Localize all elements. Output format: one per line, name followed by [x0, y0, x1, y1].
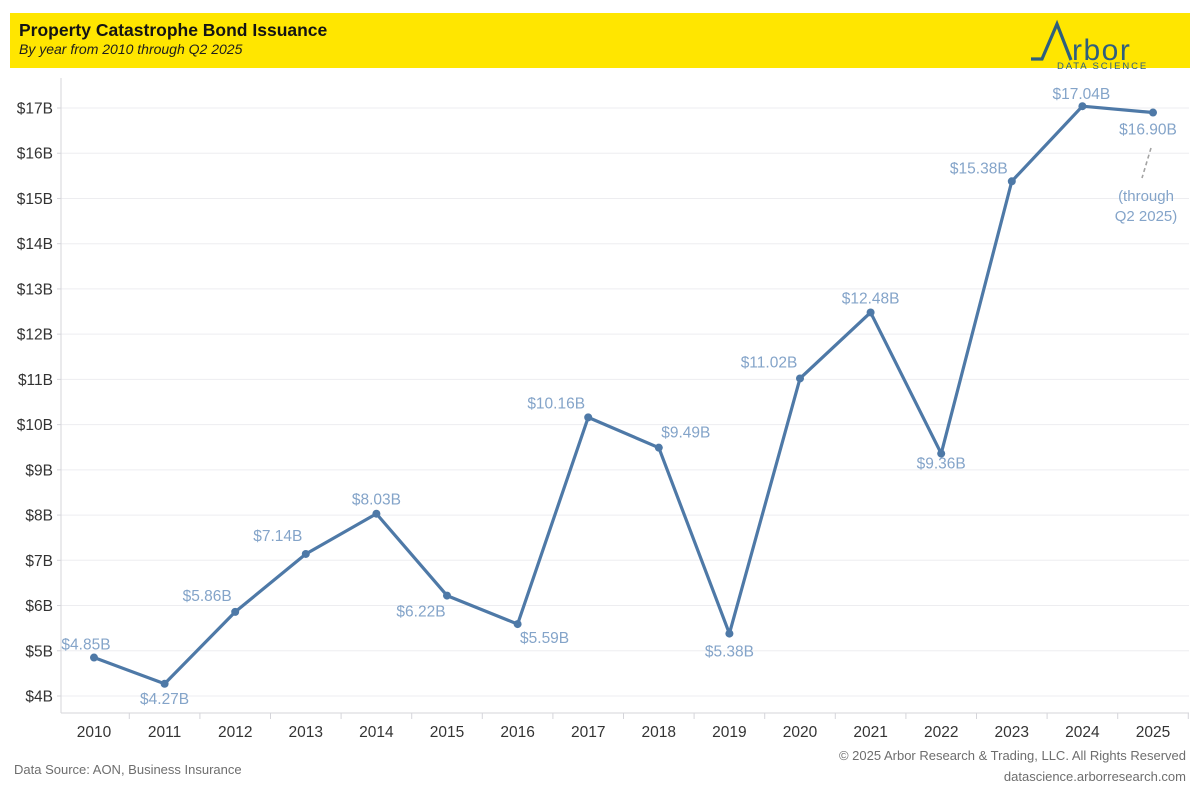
page-title: Property Catastrophe Bond Issuance — [19, 20, 328, 40]
x-axis-label-2014: 2014 — [359, 724, 394, 741]
website-link[interactable]: datascience.arborresearch.com — [1003, 768, 1186, 784]
data-point-2022[interactable] — [937, 449, 946, 458]
issuance-line-chart: $4B $5B $6B $7B $8B $9B $10B $11B $12B $13B $14B $1… — [17, 78, 1189, 741]
y-axis-label: $14B — [17, 236, 53, 253]
point-label-2010: $4.85B — [61, 637, 110, 654]
data-point-2020[interactable] — [796, 374, 804, 383]
y-axis-label: $17B — [17, 101, 53, 118]
x-axis-label-2018: 2018 — [642, 724, 676, 741]
y-axis-label: $8B — [25, 508, 53, 525]
point-label-2021: $12.48B — [842, 290, 900, 307]
point-label-2022: $9.36B — [917, 456, 966, 473]
x-axis-label-2013: 2013 — [289, 724, 323, 741]
data-point-2023[interactable] — [1007, 177, 1016, 186]
x-axis-label-2024: 2024 — [1065, 724, 1100, 741]
x-axis-label-2019: 2019 — [712, 724, 746, 741]
point-label-2013: $7.14B — [253, 528, 302, 545]
point-label-2011: $4.27B — [140, 691, 189, 708]
x-axis-label-2017: 2017 — [571, 724, 605, 741]
data-point-2024[interactable] — [1078, 102, 1087, 111]
y-axis-label: $9B — [25, 462, 53, 479]
data-point-2025[interactable] — [1149, 108, 1157, 117]
annotation-text-line-2: Q2 2025) — [1115, 208, 1178, 225]
point-label-2019: $5.38B — [705, 644, 754, 661]
x-axis-label-2016: 2016 — [500, 724, 534, 741]
data-point-2013[interactable] — [301, 549, 310, 558]
x-axis-label-2015: 2015 — [430, 724, 464, 741]
y-axis-label: $5B — [25, 643, 53, 660]
y-axis-label: $11B — [18, 372, 53, 389]
data-point-2021[interactable] — [866, 308, 875, 317]
x-axis-label-2020: 2020 — [783, 724, 818, 741]
data-point-2016[interactable] — [513, 620, 522, 629]
annotation-dash-line — [1141, 147, 1152, 179]
data-point-2015[interactable] — [443, 591, 451, 600]
point-label-2014: $8.03B — [352, 492, 401, 509]
y-axis-label: $16B — [17, 146, 53, 163]
data-point-2018[interactable] — [654, 443, 663, 452]
data-point-2019[interactable] — [725, 629, 734, 638]
y-axis-label: $15B — [17, 191, 53, 208]
data-point-2017[interactable] — [584, 413, 593, 422]
line-chart-area: $4B $5B $6B $7B $8B $9B $10B $11B $12B $13B $14B $1… — [0, 70, 1200, 750]
y-axis-label: $4B — [25, 689, 53, 706]
x-axis-label-2021: 2021 — [853, 724, 887, 741]
annotation-text-line-1: (through — [1118, 188, 1174, 205]
logo-peak-icon — [1031, 19, 1073, 61]
point-label-2017: $10.16B — [527, 395, 585, 412]
data-point-2010[interactable] — [90, 653, 98, 662]
point-label-2018: $9.49B — [661, 425, 710, 442]
x-axis-label-2011: 2011 — [148, 724, 181, 741]
point-label-2020: $11.02B — [741, 354, 798, 371]
footer-credits: © 2025 Arbor Research & Trading, LLC. Al… — [839, 746, 1186, 788]
logo-tagline: DATA SCIENCE — [1057, 61, 1146, 70]
y-axis-label: $10B — [17, 417, 53, 434]
page-subtitle: By year from 2010 through Q2 2025 — [19, 41, 243, 58]
data-source: Data Source: AON, Business Insurance — [14, 762, 242, 777]
point-label-2025: $16.90B — [1119, 122, 1177, 139]
x-axis-label-2010: 2010 — [77, 724, 112, 741]
y-axis-label: $12B — [17, 327, 53, 344]
copyright-text: © 2025 Arbor Research & Trading, LLC. Al… — [838, 748, 1186, 763]
x-axis-label-2023: 2023 — [995, 724, 1029, 741]
point-label-2023: $15.38B — [950, 160, 1008, 177]
y-axis-label: $13B — [17, 281, 53, 298]
y-axis-label: $6B — [25, 598, 53, 615]
x-axis-label-2022: 2022 — [924, 724, 958, 741]
point-label-2024: $17.04B — [1053, 86, 1111, 103]
data-point-2014[interactable] — [372, 509, 381, 518]
point-label-2016: $5.59B — [520, 630, 569, 647]
data-point-2012[interactable] — [231, 607, 240, 616]
logo-word: rbor — [1072, 34, 1131, 67]
header-banner: Property Catastrophe Bond Issuance By ye… — [10, 13, 1190, 70]
data-point-2011[interactable] — [160, 679, 169, 688]
x-axis-label-2012: 2012 — [218, 724, 252, 741]
x-axis-label-2025: 2025 — [1136, 724, 1170, 741]
y-axis-label: $7B — [25, 553, 53, 570]
arbor-logo: rbor DATA SCIENCE — [1031, 19, 1146, 70]
trend-line — [92, 104, 1155, 686]
point-label-2015: $6.22B — [396, 604, 445, 621]
point-label-2012: $5.86B — [183, 588, 232, 605]
